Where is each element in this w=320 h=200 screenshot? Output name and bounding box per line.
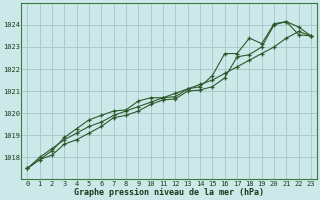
X-axis label: Graphe pression niveau de la mer (hPa): Graphe pression niveau de la mer (hPa): [74, 188, 264, 197]
